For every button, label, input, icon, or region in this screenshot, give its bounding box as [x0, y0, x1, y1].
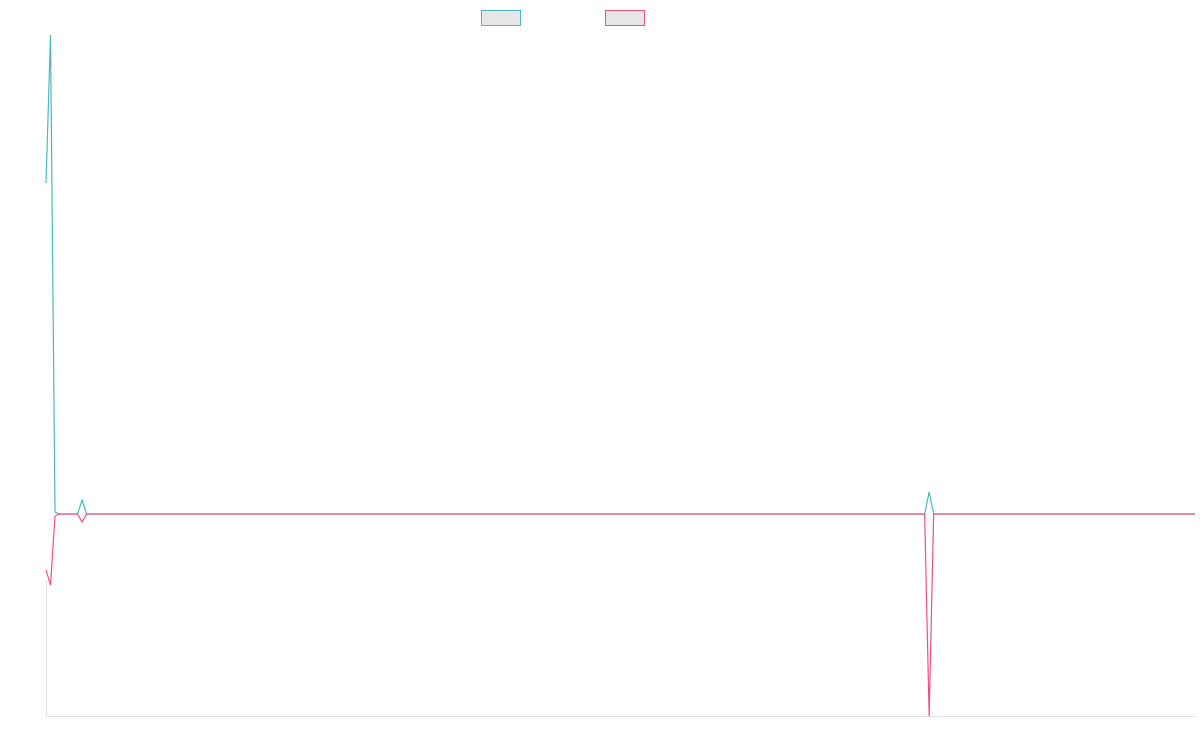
line [45, 513, 1195, 717]
line [45, 34, 1195, 515]
legend-swatch[interactable] [481, 10, 521, 26]
legend-swatch[interactable] [605, 10, 645, 26]
